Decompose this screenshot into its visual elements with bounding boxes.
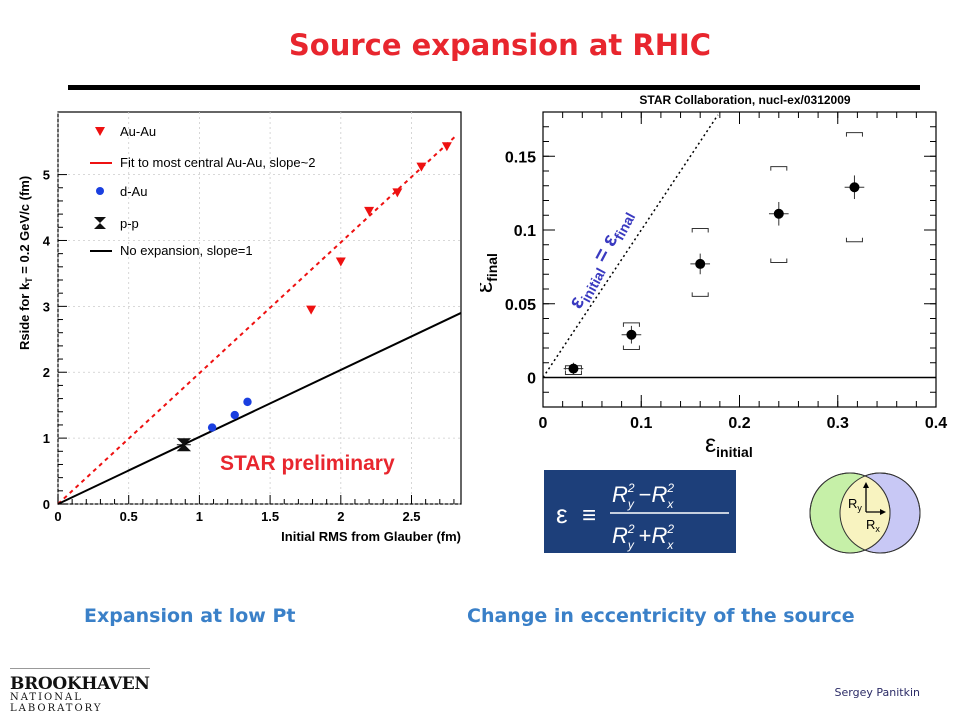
logo-divider [10, 668, 150, 669]
logo-main-text: BROOKHAVEN [10, 674, 150, 694]
point-au-au [392, 188, 403, 198]
point-au-au [364, 206, 375, 216]
legend-marker-p-p [94, 217, 106, 229]
left-fit-lines [57, 134, 462, 505]
legend-label-no-expansion: No expansion, slope=1 [120, 243, 253, 258]
systematic-bracket-top [691, 228, 709, 233]
rx-arrowhead [880, 509, 886, 515]
left-x-tick-label: 0.5 [120, 509, 138, 524]
systematic-bracket-bottom [564, 370, 582, 376]
left-x-axis-label: Initial RMS from Glauber (fm) [281, 529, 461, 544]
point-au-au [441, 142, 452, 152]
eccentricity-point [695, 258, 706, 269]
left-x-tick-label: 1.5 [261, 509, 279, 524]
formula-denominator: Ry2 +Rx2 [612, 522, 674, 552]
point-au-au [335, 257, 346, 267]
formula-equiv: ≡ [582, 502, 596, 529]
point-au-au [306, 305, 317, 315]
right-x-tick-label: 0.2 [728, 415, 750, 432]
slide-title: Source expansion at RHIC [288, 28, 712, 62]
left-axis-ticks: 0 1 2 3 4 5 0 0.5 1 1.5 2 2.5 [43, 168, 455, 524]
left-y-tick-label: 2 [43, 365, 50, 380]
left-y-tick-label: 0 [43, 497, 50, 512]
star-preliminary-label: STAR preliminary [220, 452, 395, 475]
right-axis-ticks: 0 0.05 0.1 0.15 0 0.1 0.2 0.3 0.4 [505, 111, 947, 432]
overlap-region [840, 476, 890, 550]
left-legend: Au-Au Fit to most central Au-Au, slope~2… [90, 124, 315, 258]
formula-svg: ε ≡ Ry2 −Rx2 Ry2 +Rx2 [556, 481, 729, 552]
right-y-tick-label: 0.1 [514, 223, 536, 240]
legend-label-au-au: Au-Au [120, 124, 156, 139]
overlap-diagram: Ry Rx [809, 472, 921, 554]
legend-marker-au-au [95, 127, 105, 136]
caption-eccentricity: Change in eccentricity of the source [467, 605, 855, 627]
right-x-tick-label: 0 [539, 415, 548, 432]
right-chart-title: STAR Collaboration, nucl-ex/0312009 [639, 93, 850, 107]
point-d-au [243, 397, 252, 407]
left-y-tick-label: 1 [43, 431, 50, 446]
right-y-tick-label: 0.15 [505, 149, 536, 166]
point-d-au [230, 410, 239, 420]
left-y-tick-label: 4 [43, 233, 51, 248]
ry-arrowhead [863, 482, 869, 488]
right-y-tick-label: 0 [527, 371, 536, 388]
formula-numerator: Ry2 −Rx2 [612, 481, 674, 511]
left-y-tick-label: 3 [43, 299, 50, 314]
right-x-tick-label: 0.3 [827, 415, 849, 432]
left-plot-frame [57, 111, 462, 505]
point-au-au [416, 162, 427, 172]
left-data-points [176, 142, 452, 452]
legend-label-d-au: d-Au [120, 184, 147, 199]
line-fit-to-most-central-au-au-slope-2 [57, 134, 458, 505]
ry-label: Ry [848, 496, 862, 513]
right-reference-lines [542, 114, 936, 379]
right-x-axis-label: εinitial [705, 430, 753, 460]
caption-expansion: Expansion at low Pt [84, 605, 296, 627]
point-p-p [176, 438, 192, 452]
left-y-axis-label: Rside for kT = 0.2 GeV/c (fm) [17, 176, 34, 350]
rside-vs-rms-chart: 0 1 2 3 4 5 0 0.5 1 1.5 2 2.5 Au-Au Fit to most cen… [17, 111, 462, 544]
systematic-bracket-top [845, 132, 863, 137]
left-x-tick-label: 2.5 [402, 509, 420, 524]
point-d-au [207, 423, 217, 432]
rx-label: Rx [866, 517, 880, 534]
systematic-bracket-bottom [691, 292, 709, 297]
line-no-expansion-slope-1 [57, 312, 462, 505]
author-name: Sergey Panitkin [834, 686, 920, 699]
eccentricity-chart: STAR Collaboration, nucl-ex/0312009 0 0.0… [480, 93, 947, 460]
right-x-tick-label: 0.4 [925, 415, 947, 432]
brookhaven-logo: BROOKHAVEN NATIONAL LABORATORY [10, 674, 150, 714]
right-y-tick-label: 0.05 [505, 297, 536, 314]
eccentricity-point [626, 329, 637, 340]
left-x-tick-label: 2 [337, 509, 344, 524]
systematic-bracket-bottom [770, 258, 788, 263]
systematic-bracket-top [622, 322, 640, 327]
equality-annotation: εinitial = εfinal [564, 205, 638, 314]
right-y-axis-label: εfinal [480, 253, 500, 293]
eccentricity-point [568, 363, 579, 374]
eccentricity-point [773, 208, 784, 219]
legend-marker-d-au [96, 187, 104, 195]
left-x-tick-label: 1 [196, 509, 203, 524]
eccentricity-formula: ε ≡ Ry2 −Rx2 Ry2 +Rx2 [544, 470, 736, 553]
left-y-tick-label: 5 [43, 168, 50, 183]
systematic-bracket-bottom [845, 237, 863, 243]
formula-epsilon: ε [556, 499, 568, 529]
nucleus-right-outline [839, 472, 921, 554]
systematic-bracket-top [770, 166, 788, 171]
right-x-tick-label: 0.1 [630, 415, 652, 432]
nucleus-left-outline [809, 472, 891, 554]
eccentricity-point [849, 182, 860, 193]
legend-label-fit: Fit to most central Au-Au, slope~2 [120, 155, 315, 170]
left-x-tick-label: 0 [54, 509, 61, 524]
systematic-bracket-bottom [622, 345, 640, 350]
right-data-points [563, 132, 865, 376]
legend-label-p-p: p-p [120, 216, 139, 231]
logo-sub-text: NATIONAL LABORATORY [10, 692, 103, 714]
title-underline [68, 85, 920, 90]
left-gridlines [57, 112, 461, 505]
